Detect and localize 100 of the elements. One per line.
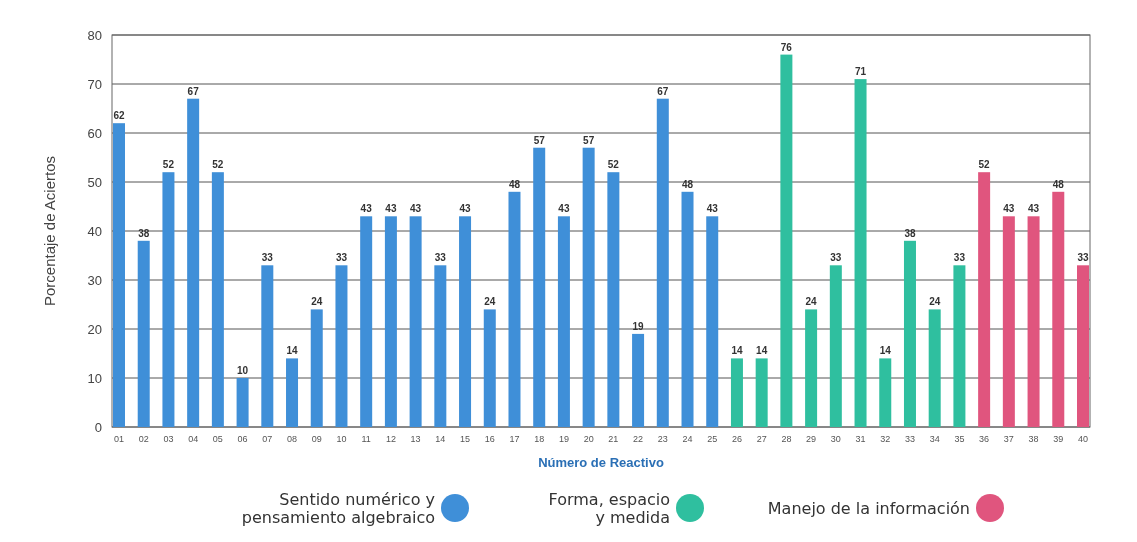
legend-label: Manejo de la información [767,499,970,518]
x-tick-label: 27 [756,434,767,444]
bar [533,147,546,427]
data-label: 52 [162,159,175,171]
bar [409,216,422,427]
bar [459,216,472,427]
x-tick-label: 19 [558,434,569,444]
x-tick-label: 35 [954,434,965,444]
data-label: 33 [335,252,348,264]
x-tick-label: 30 [830,434,841,444]
x-tick-label: 29 [806,434,817,444]
bar [261,265,274,427]
bar [384,216,397,427]
bar [335,265,348,427]
bar [137,240,150,427]
y-tick-label: 30 [87,272,102,288]
x-tick-label: 13 [410,434,421,444]
data-label: 48 [681,178,694,190]
y-tick-label: 80 [87,27,102,43]
x-tick-label: 25 [707,434,718,444]
x-tick-label: 14 [435,434,446,444]
x-tick-label: 32 [880,434,891,444]
data-label: 24 [311,296,323,308]
y-tick-label: 40 [87,223,102,239]
data-label: 14 [731,345,743,357]
x-tick-label: 01 [113,434,125,444]
x-tick-label: 28 [781,434,792,444]
bar [1077,265,1089,427]
data-label: 76 [780,41,793,53]
x-tick-label: 15 [460,434,471,444]
data-label: 38 [904,227,916,239]
data-label: 33 [1077,252,1089,264]
data-label: 24 [805,296,818,308]
x-tick-label: 20 [583,434,594,444]
bar [879,358,892,427]
y-axis-title: Porcentaje de Aciertos [41,155,58,307]
data-label: 24 [929,296,941,308]
bar [780,54,793,427]
x-tick-label: 18 [534,434,545,444]
bar [483,309,496,427]
data-label: 62 [113,110,125,122]
data-label: 38 [138,227,150,239]
x-tick-label: 21 [608,434,619,444]
bar [607,172,620,427]
x-tick-label: 31 [855,434,866,444]
legend-label: Forma, espacio y medida [548,490,670,527]
x-tick-label: 12 [385,434,396,444]
x-tick-label: 26 [731,434,742,444]
bar [236,378,249,427]
data-label: 52 [212,159,224,171]
data-label: 19 [632,320,645,332]
data-label: 57 [533,134,546,146]
x-tick-label: 24 [682,434,693,444]
data-label: 33 [261,252,274,264]
x-tick-label: 33 [904,434,915,444]
data-label: 67 [187,85,200,97]
bar [113,123,125,427]
bar [706,216,719,427]
data-label: 43 [1028,203,1040,215]
bar [557,216,570,427]
y-tick-label: 70 [87,76,102,92]
x-tick-label: 08 [287,434,298,444]
y-tick-label: 20 [87,321,102,337]
bar [1027,216,1040,427]
bar [755,358,768,427]
data-label: 33 [953,252,966,264]
data-label: 43 [558,203,570,215]
x-tick-label: 37 [1003,434,1014,444]
bar [730,358,743,427]
data-label: 14 [756,345,768,357]
data-label: 24 [484,296,496,308]
x-tick-label: 22 [633,434,644,444]
bar [187,98,200,427]
y-tick-label: 0 [94,419,102,435]
y-tick-label: 10 [87,370,102,386]
y-tick-label: 60 [87,125,102,141]
data-label: 67 [657,85,669,97]
bar [805,309,818,427]
bar [310,309,323,427]
bar [360,216,373,427]
x-tick-label: 16 [484,434,495,444]
bar [681,191,694,427]
data-label: 33 [434,252,447,264]
data-label: 48 [508,178,521,190]
data-label: 43 [385,203,397,215]
x-tick-label: 02 [138,434,149,444]
bar [953,265,966,427]
data-label: 33 [830,252,842,264]
data-label: 52 [978,159,991,171]
bar [978,172,991,427]
x-tick-label: 39 [1053,434,1064,444]
data-label: 43 [360,203,373,215]
bar [162,172,175,427]
x-tick-label: 38 [1028,434,1039,444]
x-tick-label: 05 [212,434,223,444]
data-label: 48 [1052,178,1065,190]
bar [1002,216,1015,427]
x-tick-label: 23 [657,434,668,444]
bar [211,172,224,427]
bar [508,191,521,427]
